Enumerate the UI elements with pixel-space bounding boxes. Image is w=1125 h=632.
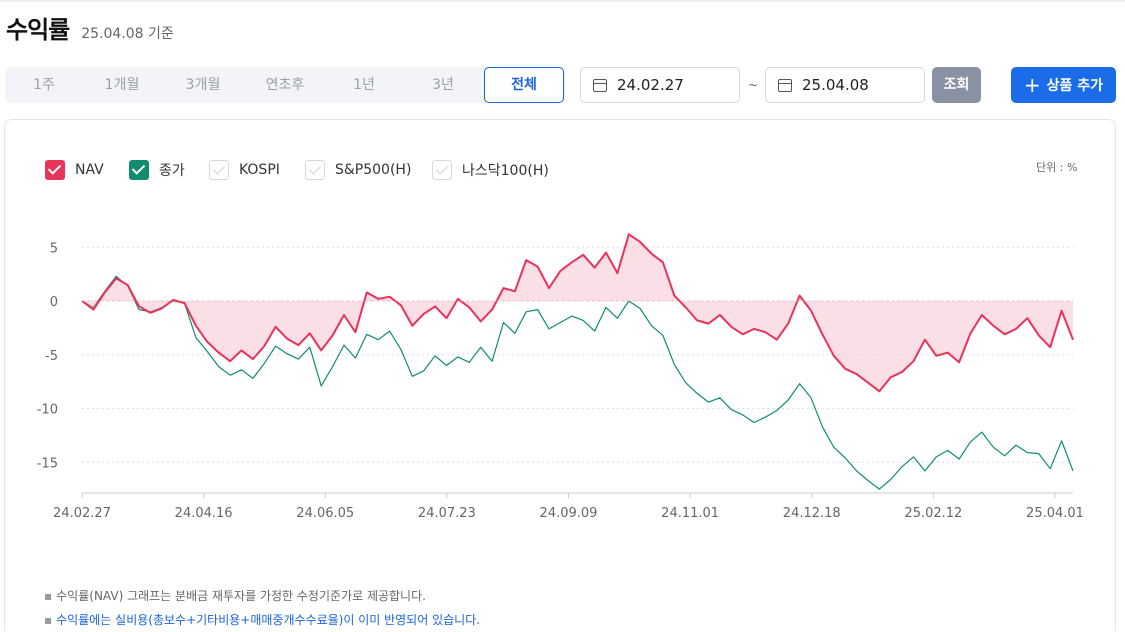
legend-sp500[interactable]: S&P500(H) [305, 160, 411, 180]
y-tick-label: -15 [37, 456, 58, 471]
legend-kospi[interactable]: KOSPI [209, 160, 280, 180]
checkbox-unchecked-icon [432, 160, 452, 180]
top-divider [0, 0, 1125, 2]
legend-nav[interactable]: NAV [45, 160, 104, 180]
end-date-field[interactable]: 25.04.08 [765, 67, 925, 103]
y-tick-label: 0 [50, 295, 58, 310]
checkbox-unchecked-icon [209, 160, 229, 180]
date-separator: ~ [748, 78, 759, 92]
note-cost: ▪ 수익률에는 실비용(총보수+기타비용+매매중개수수료율)이 이미 반영되어 있… [44, 613, 481, 627]
x-tick-label: 24.12.18 [783, 506, 841, 521]
x-tick-label: 24.07.23 [418, 506, 476, 521]
x-tick-label: 24.11.01 [661, 506, 719, 521]
x-tick-label: 24.02.27 [53, 506, 111, 521]
x-tick-label: 24.04.16 [175, 506, 233, 521]
close-price-series-line [81, 275, 1074, 490]
tab-ytd[interactable]: 연초후 [265, 77, 305, 93]
y-tick-label: 5 [50, 241, 58, 256]
add-product-button[interactable]: + 상품 추가 [1011, 67, 1116, 103]
tab-1m[interactable]: 1개월 [104, 77, 140, 93]
y-tick-label: -5 [45, 349, 58, 364]
start-date-value: 24.02.27 [617, 76, 684, 94]
x-tick-label: 25.02.12 [904, 506, 962, 521]
checkbox-checked-icon [129, 160, 149, 180]
calendar-icon [593, 78, 607, 92]
tab-1y[interactable]: 1년 [353, 77, 375, 93]
calendar-icon [778, 78, 792, 92]
legend-label: NAV [75, 162, 104, 178]
y-tick-label: -10 [37, 403, 58, 418]
plus-icon: + [1023, 73, 1041, 97]
nav-series-line [81, 233, 1074, 393]
legend-label: 종가 [159, 163, 185, 179]
period-tabs: 1주 1개월 3개월 연초후 1년 3년 전체 [5, 67, 566, 103]
tab-1w[interactable]: 1주 [33, 77, 55, 93]
x-tick-label: 24.09.09 [540, 506, 598, 521]
x-tick-label: 24.06.05 [296, 506, 354, 521]
tab-3m[interactable]: 3개월 [185, 77, 221, 93]
tab-3y[interactable]: 3년 [432, 77, 454, 93]
checkbox-unchecked-icon [305, 160, 325, 180]
legend-label: KOSPI [239, 162, 280, 178]
nav-area-fill [82, 234, 1073, 392]
start-date-field[interactable]: 24.02.27 [580, 67, 740, 103]
tab-all[interactable]: 전체 [484, 67, 564, 103]
search-button[interactable]: 조회 [932, 67, 981, 103]
base-date: 25.04.08 기준 [81, 26, 174, 42]
note-nav: ▪ 수익률(NAV) 그래프는 분배금 재투자를 가정한 수정기준가로 제공합니다… [44, 589, 426, 603]
legend-label: 나스닥100(H) [462, 163, 549, 179]
legend-close-price[interactable]: 종가 [129, 160, 185, 180]
note-text: 수익률에는 실비용(총보수+기타비용+매매중개수수료율)이 이미 반영되어 있습… [56, 613, 481, 627]
legend-label: S&P500(H) [335, 162, 412, 178]
add-product-label: 상품 추가 [1046, 78, 1104, 94]
chart-card [4, 119, 1116, 632]
unit-label: 단위 : % [1036, 161, 1078, 174]
checkbox-checked-icon [45, 160, 65, 180]
page-header: 수익률 25.04.08 기준 [6, 10, 174, 45]
end-date-value: 25.04.08 [802, 76, 869, 94]
x-tick-label: 25.04.01 [1026, 506, 1084, 521]
page-title: 수익률 [6, 16, 70, 44]
legend-nasdaq100[interactable]: 나스닥100(H) [432, 160, 549, 180]
note-text: 수익률(NAV) 그래프는 분배금 재투자를 가정한 수정기준가로 제공합니다. [56, 589, 426, 603]
